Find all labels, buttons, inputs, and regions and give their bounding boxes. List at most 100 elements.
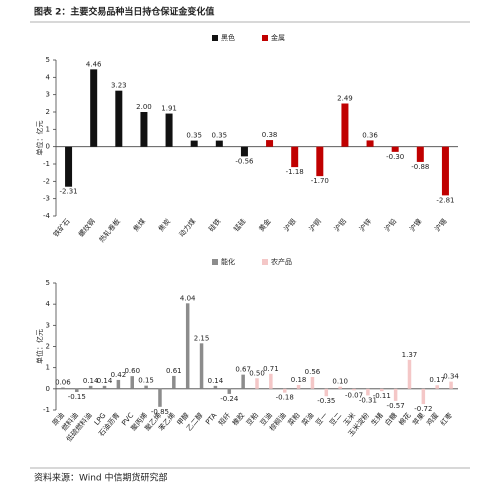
x-tick-label: 生猪: [369, 411, 385, 428]
x-tick-label: 锰硅: [232, 217, 248, 234]
y-tick-label: -1: [43, 406, 50, 414]
x-tick-label: 沪锌: [357, 217, 373, 234]
x-tick-label: 豆一: [314, 411, 329, 427]
y-tick-label: 0: [46, 143, 50, 151]
value-label: 4.46: [86, 60, 102, 68]
bar: [227, 388, 232, 394]
value-label: 2.49: [337, 95, 353, 103]
bar: [185, 303, 190, 389]
value-label: -0.24: [220, 395, 239, 403]
value-label: 0.35: [212, 132, 228, 140]
bar: [213, 385, 218, 389]
value-label: -0.31: [359, 396, 377, 404]
x-tick-label: 菜油: [300, 411, 316, 428]
x-tick-label: 沪银: [282, 217, 298, 234]
y-axis-label: 单位：亿元: [35, 121, 44, 156]
bar: [255, 378, 259, 389]
value-label: -0.15: [68, 393, 86, 401]
legend-label: 农产品: [271, 257, 292, 266]
x-tick-label: 鸡蛋: [424, 411, 440, 428]
value-label: 0.34: [443, 373, 459, 381]
legend-swatch: [262, 259, 268, 265]
bar: [144, 385, 148, 389]
bar: [435, 385, 439, 389]
value-label: -2.31: [60, 188, 78, 196]
x-tick-label: 豆二: [328, 411, 343, 427]
x-tick-label: 动力煤: [177, 217, 197, 239]
y-tick-label: -3: [43, 195, 50, 203]
legend-label: 金属: [271, 33, 285, 42]
value-label: 0.56: [305, 368, 321, 376]
x-tick-label: 沪铜: [307, 217, 323, 234]
x-tick-label: 黄金: [257, 217, 273, 234]
value-label: 1.37: [402, 351, 418, 359]
value-label: 0.36: [362, 131, 378, 139]
page-title: 图表 2：主要交易品种当日持仓保证金变化值: [34, 6, 214, 18]
bar: [366, 388, 370, 396]
y-tick-label: 3: [46, 91, 50, 99]
y-tick-label: 5: [46, 56, 50, 64]
value-label: -1.70: [311, 177, 329, 185]
value-label: 0.50: [249, 369, 265, 377]
value-label: 0.14: [83, 377, 99, 385]
y-tick-label: 4: [46, 73, 51, 81]
value-label: 0.60: [124, 367, 140, 375]
value-label: 0.15: [138, 377, 154, 385]
legend-swatch: [212, 259, 218, 265]
x-tick-label: 硅铁: [206, 217, 222, 234]
bar: [65, 146, 73, 187]
y-tick-label: -4: [43, 212, 51, 220]
value-label: 0.17: [429, 376, 445, 384]
value-label: -0.88: [411, 163, 429, 171]
bar: [366, 140, 374, 147]
x-tick-label: 螺纹钢: [76, 217, 96, 239]
x-tick-label: 橡胶: [230, 411, 246, 428]
x-tick-label: 焦煤: [131, 217, 147, 234]
y-tick-label: 4: [46, 300, 51, 308]
bar: [158, 388, 162, 407]
bar: [282, 388, 287, 393]
x-tick-label: 红枣: [438, 411, 454, 428]
x-tick-label: 焦炭: [156, 217, 172, 234]
bar: [165, 113, 173, 147]
bar: [116, 379, 121, 389]
value-label: 0.71: [263, 365, 279, 373]
x-tick-label: 沪铝: [332, 217, 348, 234]
x-tick-label: 沪铅: [382, 217, 398, 234]
bar: [407, 359, 412, 389]
value-label: 0.61: [166, 367, 182, 375]
bar: [90, 69, 98, 147]
legend-label: 黑色: [221, 33, 235, 42]
x-tick-label: PTA: [204, 411, 218, 426]
y-tick-label: 0: [46, 385, 50, 393]
value-label: 0.18: [291, 376, 307, 384]
x-tick-label: 铁矿石: [51, 217, 71, 239]
value-label: 2.15: [194, 334, 210, 342]
y-tick-label: 2: [46, 343, 50, 351]
bar: [441, 146, 449, 196]
value-label: 0.06: [55, 379, 71, 387]
x-tick-label: 苹果: [411, 411, 427, 428]
y-tick-label: 3: [46, 321, 50, 329]
value-label: -0.07: [345, 391, 363, 399]
bar: [130, 376, 134, 389]
y-tick-label: 5: [46, 279, 50, 287]
y-tick-label: -1: [43, 160, 50, 168]
bar: [190, 140, 198, 147]
bar: [380, 388, 384, 392]
value-label: -1.18: [286, 168, 304, 176]
legend-swatch: [262, 35, 268, 41]
bar: [416, 146, 424, 162]
value-label: 3.23: [111, 82, 127, 90]
bar: [61, 387, 65, 389]
value-label: 2.00: [136, 103, 152, 111]
bar: [310, 376, 315, 389]
x-tick-label: 热轧卷板: [97, 217, 122, 244]
value-label: -0.85: [151, 408, 169, 416]
x-tick-label: 棉花: [397, 411, 413, 428]
y-tick-label: -2: [43, 177, 50, 185]
bar: [140, 112, 148, 147]
bar: [240, 146, 248, 157]
bar: [391, 146, 399, 152]
